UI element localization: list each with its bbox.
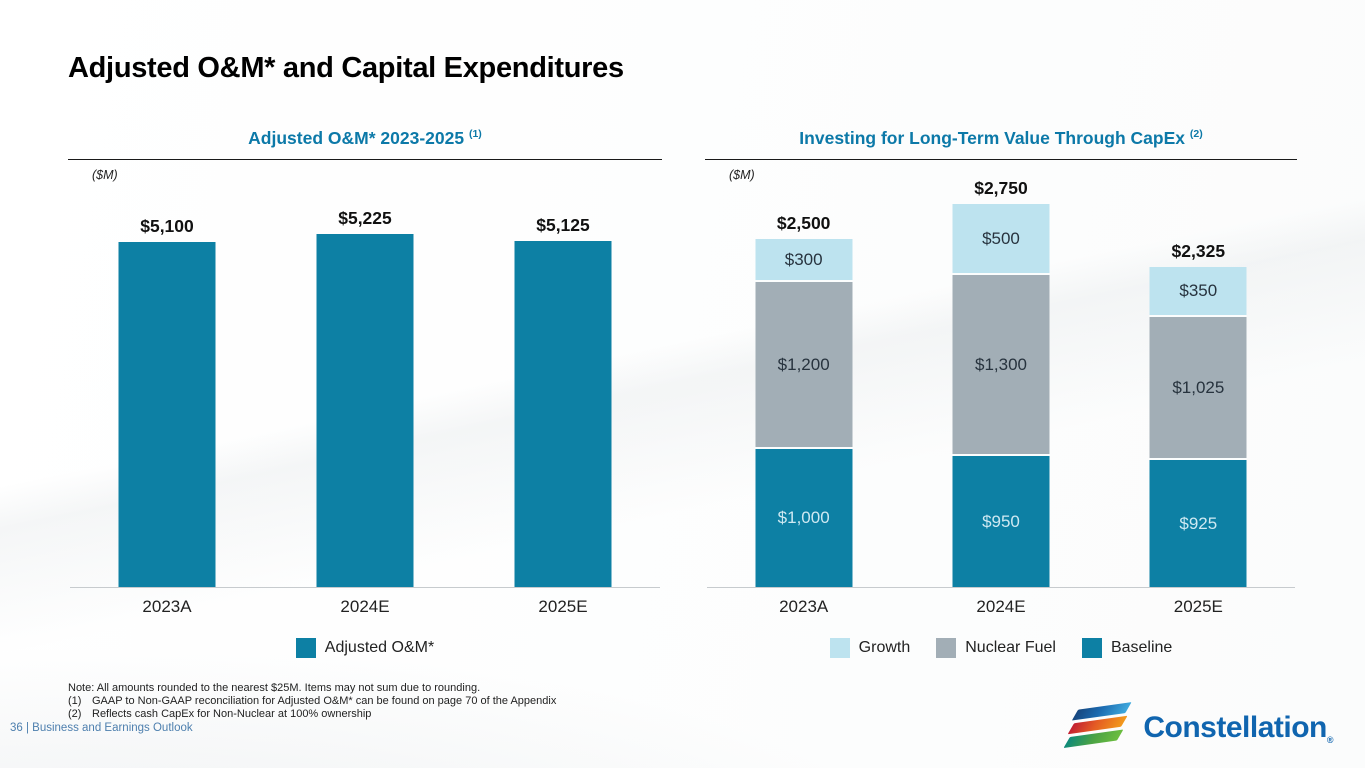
chart-title-text: Adjusted O&M* 2023-2025 <box>248 127 465 148</box>
bar-column-2025e: $2,325 $350 $1,025 $925 2025E <box>1100 200 1297 616</box>
segment-value-label: $500 <box>982 228 1020 248</box>
bar-total-label: $2,500 <box>776 213 831 233</box>
capex-plot: $2,500 $300 $1,200 $1,000 2023A $2,750 $500 $1,… <box>705 178 1297 616</box>
footnotes: Note: All amounts rounded to the nearest… <box>68 682 556 721</box>
segment-nuclear-fuel: $1,300 <box>952 275 1050 456</box>
bar-total-label: $5,225 <box>338 208 392 228</box>
bar-2025e: $5,125 <box>514 215 612 587</box>
segment-value-label: $1,000 <box>777 508 830 527</box>
note-rounding: Note: All amounts rounded to the nearest… <box>68 682 481 694</box>
bar-2023a: $5,100 <box>118 216 216 587</box>
constellation-logo: Constellation® <box>1063 702 1334 752</box>
segment-value-label: $300 <box>784 249 823 269</box>
x-axis-label: 2025E <box>538 597 588 616</box>
legend-swatch <box>1081 638 1102 658</box>
logo-brand-text: Constellation <box>1143 711 1327 744</box>
chart-title-footnote-ref: (1) <box>468 128 482 140</box>
segment-nuclear-fuel: $1,200 <box>755 282 853 449</box>
legend-item-adjusted-o-m-: Adjusted O&M* <box>295 638 435 658</box>
segment-value-label: $1,025 <box>1172 377 1225 397</box>
bar-2025e: $2,325 $350 $1,025 $925 <box>1149 241 1247 587</box>
bar-total-label: $2,750 <box>974 178 1028 198</box>
bar-column-2023a: $5,100 2023A <box>68 200 266 616</box>
legend-label: Adjusted O&M* <box>324 639 435 656</box>
constellation-flag-icon <box>1062 700 1134 757</box>
capex-legend: Growth Nuclear Fuel Baseline <box>705 638 1297 658</box>
segment-baseline: $1,000 <box>755 449 853 587</box>
segment-adjusted-o-m- <box>514 241 612 587</box>
segment-baseline: $925 <box>1149 460 1247 587</box>
capex-chart-title: Investing for Long-Term Value Through Ca… <box>705 118 1297 150</box>
legend-item-growth: Growth <box>829 638 911 658</box>
segment-value-label: $925 <box>1179 513 1218 533</box>
title-rule <box>705 158 1297 160</box>
bar-total-label: $2,325 <box>1171 241 1226 261</box>
segment-value-label: $350 <box>1179 281 1218 300</box>
legend-swatch <box>936 638 957 658</box>
legend-item-nuclear-fuel: Nuclear Fuel <box>936 638 1056 658</box>
x-axis-label: 2024E <box>340 597 390 616</box>
segment-growth: $500 <box>952 204 1050 275</box>
bar-column-2023a: $2,500 $300 $1,200 $1,000 2023A <box>705 200 902 616</box>
bar-column-2024e: $5,225 2024E <box>266 200 464 616</box>
x-axis-label: 2023A <box>779 597 829 616</box>
adjusted-om-chart-panel: Adjusted O&M* 2023-2025 (1) ($M) $5,100 2… <box>68 118 662 658</box>
constellation-wordmark: Constellation® <box>1143 711 1333 745</box>
title-rule <box>68 158 662 160</box>
page-number-footer: 36 | Business and Earnings Outlook <box>10 722 193 734</box>
footnote-1-text: GAAP to Non-GAAP reconciliation for Adju… <box>92 695 557 707</box>
capex-chart-panel: Investing for Long-Term Value Through Ca… <box>705 118 1297 658</box>
segment-value-label: $1,200 <box>777 354 830 374</box>
footnote-2-text: Reflects cash CapEx for Non-Nuclear at 1… <box>92 708 372 720</box>
bar-2024e: $5,225 <box>316 208 414 587</box>
segment-adjusted-o-m- <box>118 242 216 587</box>
x-axis-label: 2025E <box>1173 597 1223 616</box>
bar-total-label: $5,100 <box>140 216 194 236</box>
footnote-2: (2) Reflects cash CapEx for Non-Nuclear … <box>68 708 556 721</box>
x-axis-label: 2023A <box>142 597 192 616</box>
bar-2024e: $2,750 $500 $1,300 $950 <box>952 178 1050 587</box>
x-axis-label: 2024E <box>976 597 1026 616</box>
legend-swatch <box>829 638 850 658</box>
slide-title: Adjusted O&M* and Capital Expenditures <box>68 52 624 84</box>
registered-trademark-symbol: ® <box>1326 735 1334 745</box>
segment-growth: $300 <box>755 239 853 282</box>
bar-column-2025e: $5,125 2025E <box>464 200 662 616</box>
bar-total-label: $5,125 <box>536 215 590 235</box>
segment-adjusted-o-m- <box>316 234 414 587</box>
legend-item-baseline: Baseline <box>1081 638 1173 658</box>
segment-value-label: $950 <box>982 511 1020 531</box>
legend-label: Baseline <box>1110 639 1173 656</box>
adjusted-om-chart-title: Adjusted O&M* 2023-2025 (1) <box>68 118 662 150</box>
adjusted-om-plot: $5,100 2023A $5,225 2024E $5,125 2025E <box>68 200 662 616</box>
units-label: ($M) <box>729 168 755 182</box>
bar-2023a: $2,500 $300 $1,200 $1,000 <box>755 213 853 587</box>
footnote-2-marker: (2) <box>68 708 82 720</box>
units-label: ($M) <box>92 168 118 182</box>
segment-growth: $350 <box>1149 267 1247 317</box>
segment-nuclear-fuel: $1,025 <box>1149 317 1247 460</box>
bar-column-2024e: $2,750 $500 $1,300 $950 2024E <box>902 178 1099 616</box>
adjusted-om-legend: Adjusted O&M* <box>68 638 662 658</box>
chart-title-text: Investing for Long-Term Value Through Ca… <box>799 127 1185 148</box>
legend-label: Nuclear Fuel <box>965 639 1056 656</box>
legend-label: Growth <box>858 639 911 656</box>
chart-title-footnote-ref: (2) <box>1189 128 1203 140</box>
footnote-1-marker: (1) <box>68 695 82 707</box>
segment-baseline: $950 <box>952 456 1050 587</box>
legend-swatch <box>295 638 316 658</box>
segment-value-label: $1,300 <box>974 354 1027 374</box>
footnote-1: (1) GAAP to Non-GAAP reconciliation for … <box>68 695 556 708</box>
